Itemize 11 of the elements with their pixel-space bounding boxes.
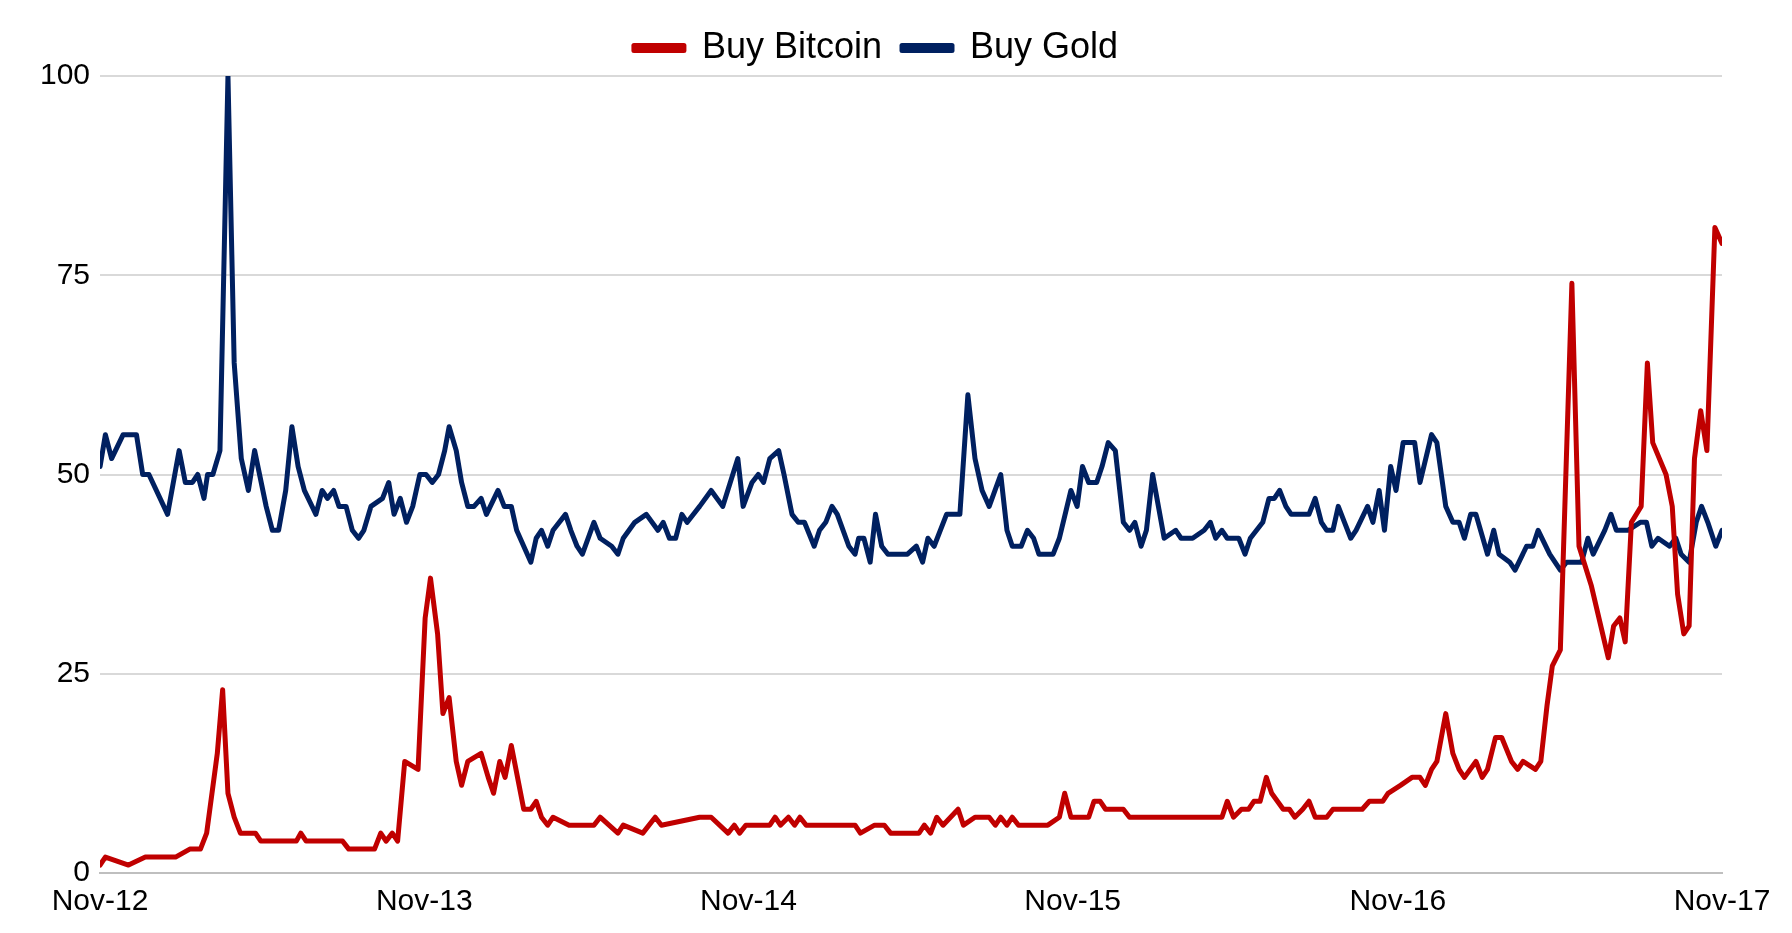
x-tick-label: Nov-16 — [1349, 883, 1447, 917]
x-tick-label: Nov-17 — [1673, 883, 1771, 917]
x-tick-label: Nov-13 — [375, 883, 473, 917]
y-tick-label: 50 — [56, 455, 91, 489]
y-tick-label: 75 — [56, 256, 91, 290]
y-tick-label: 25 — [56, 655, 91, 689]
legend-label: Buy Gold — [970, 24, 1119, 66]
y-tick-label: 100 — [39, 57, 91, 91]
legend-label: Buy Bitcoin — [701, 24, 883, 66]
x-tick-label: Nov-14 — [700, 883, 797, 917]
x-tick-label: Nov-15 — [1024, 883, 1122, 917]
